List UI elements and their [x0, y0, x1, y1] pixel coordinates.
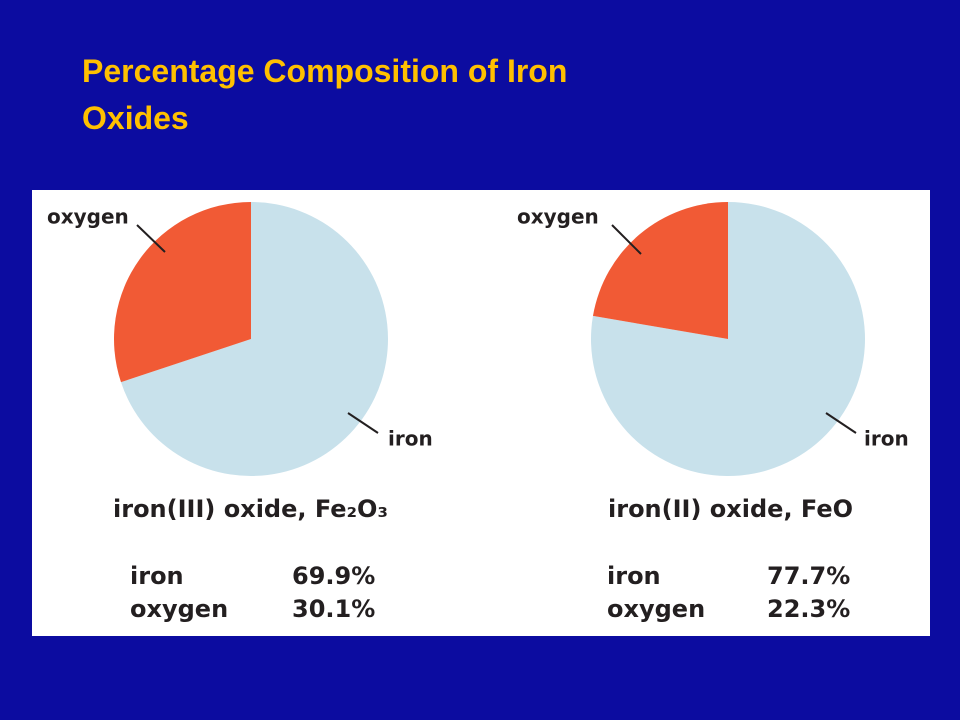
legend-label: oxygen: [130, 595, 228, 623]
pie-slice: [113, 202, 251, 383]
slide-title: Percentage Composition of Iron Oxides: [82, 53, 567, 136]
slice-label: iron: [864, 427, 909, 451]
value-label: 22.3%: [767, 595, 850, 623]
leader-line: [825, 412, 857, 434]
pie-slice: [120, 202, 389, 477]
leader-line: [136, 224, 166, 253]
legend-label: iron: [607, 562, 661, 590]
slice-label: oxygen: [517, 205, 599, 229]
chart-caption: iron(III) oxide, Fe₂O₃: [113, 495, 388, 523]
chart-caption: iron(II) oxide, FeO: [608, 495, 853, 523]
value-label: 77.7%: [767, 562, 850, 590]
leader-line: [611, 224, 642, 255]
legend-label: iron: [130, 562, 184, 590]
legend-label: oxygen: [607, 595, 705, 623]
slice-label: oxygen: [47, 205, 129, 229]
pie-slice: [592, 202, 728, 339]
leader-line: [347, 412, 379, 434]
value-label: 30.1%: [292, 595, 375, 623]
slice-label: iron: [388, 427, 433, 451]
value-label: 69.9%: [292, 562, 375, 590]
